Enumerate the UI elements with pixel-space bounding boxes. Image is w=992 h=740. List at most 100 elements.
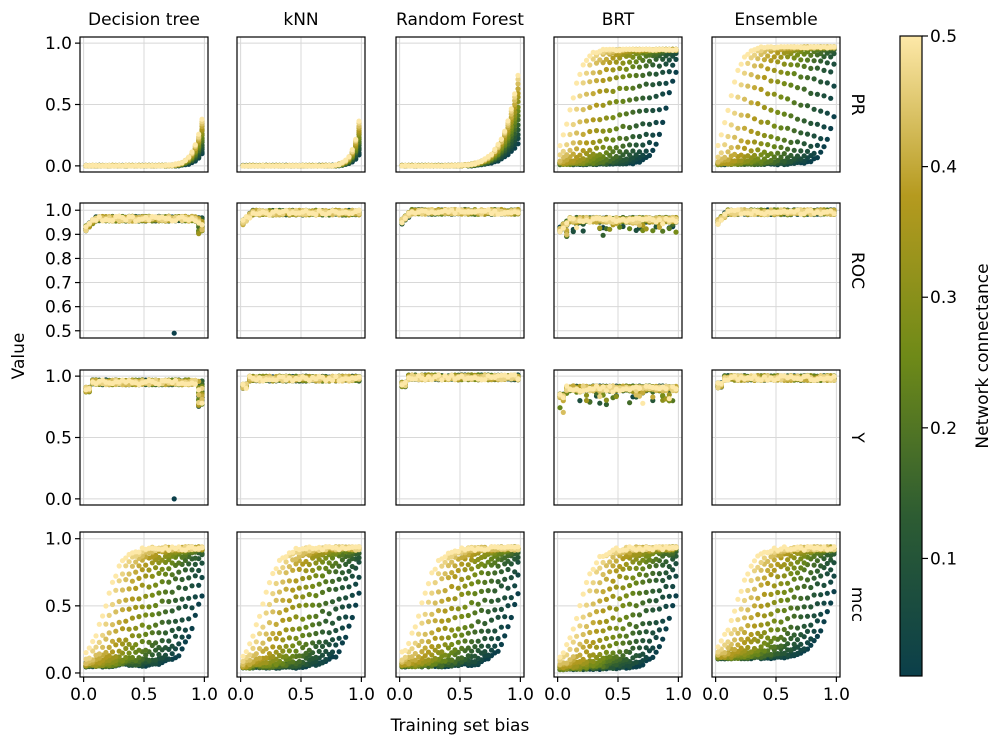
point (656, 63, 663, 69)
y-tick-label: 1.0 (45, 201, 72, 221)
point (613, 75, 619, 81)
point (646, 139, 653, 146)
point (603, 88, 610, 94)
point (353, 136, 359, 142)
point (620, 123, 626, 129)
point (580, 228, 586, 234)
point (788, 152, 794, 159)
point (811, 76, 817, 82)
point (650, 107, 656, 114)
point (646, 152, 653, 159)
point (656, 131, 663, 137)
point (660, 91, 666, 97)
point (583, 70, 590, 76)
point (771, 54, 777, 60)
panel-pr-random-forest (395, 36, 525, 173)
y-tick-label: 0.5 (45, 322, 72, 342)
point (824, 110, 830, 116)
point (627, 73, 633, 79)
point (778, 125, 784, 131)
point (828, 125, 834, 132)
point (607, 76, 613, 82)
point (748, 148, 754, 154)
point (577, 152, 583, 158)
point (617, 135, 623, 141)
point (583, 140, 590, 146)
point (570, 140, 576, 146)
point (794, 116, 801, 122)
y-tick-label: 0.8 (45, 249, 72, 269)
point (583, 91, 590, 97)
point (722, 142, 728, 148)
point (735, 144, 741, 150)
point (593, 145, 600, 151)
point (828, 95, 834, 101)
point (775, 109, 781, 115)
point (732, 79, 738, 85)
point (778, 144, 784, 150)
point (778, 94, 784, 100)
point (741, 145, 748, 151)
point (502, 128, 508, 134)
point (785, 125, 791, 131)
point (633, 142, 639, 148)
point (650, 147, 656, 153)
point (821, 124, 827, 130)
point (650, 132, 656, 138)
point (718, 132, 724, 138)
point (732, 110, 738, 116)
point (587, 62, 593, 68)
point (560, 148, 566, 154)
point (761, 74, 768, 81)
point (620, 60, 626, 66)
point (738, 138, 744, 144)
point (399, 220, 405, 226)
point (646, 71, 653, 77)
point (801, 153, 807, 159)
point (741, 70, 748, 76)
point (791, 71, 797, 77)
point (666, 225, 672, 232)
point (732, 151, 738, 157)
point (824, 60, 830, 66)
point (755, 74, 761, 80)
point (617, 149, 623, 155)
point (794, 62, 801, 68)
point (560, 132, 566, 138)
point (758, 141, 764, 147)
point (313, 211, 319, 218)
point (758, 119, 764, 125)
point (343, 157, 349, 163)
point (597, 57, 603, 63)
point (791, 147, 797, 153)
point (788, 113, 794, 119)
point (633, 59, 639, 65)
point (620, 98, 626, 104)
point (660, 69, 666, 75)
point (627, 97, 633, 103)
point (623, 111, 629, 117)
point (814, 121, 821, 127)
point (785, 96, 791, 102)
point (640, 142, 646, 148)
point (593, 78, 600, 84)
point (794, 85, 801, 91)
point (808, 65, 814, 71)
point (811, 106, 817, 112)
point (580, 148, 586, 154)
point (577, 93, 583, 99)
point (660, 119, 666, 125)
point (603, 136, 610, 142)
panel-roc-decision-tree: 0.50.60.70.80.91.0 (45, 201, 209, 342)
point (821, 67, 827, 73)
point (725, 107, 731, 113)
data-points (399, 72, 521, 169)
point (804, 75, 811, 81)
point (755, 101, 761, 107)
point (666, 69, 672, 75)
point (646, 121, 653, 127)
point (643, 63, 649, 69)
point (636, 64, 643, 70)
point (623, 149, 629, 155)
point (583, 57, 590, 64)
